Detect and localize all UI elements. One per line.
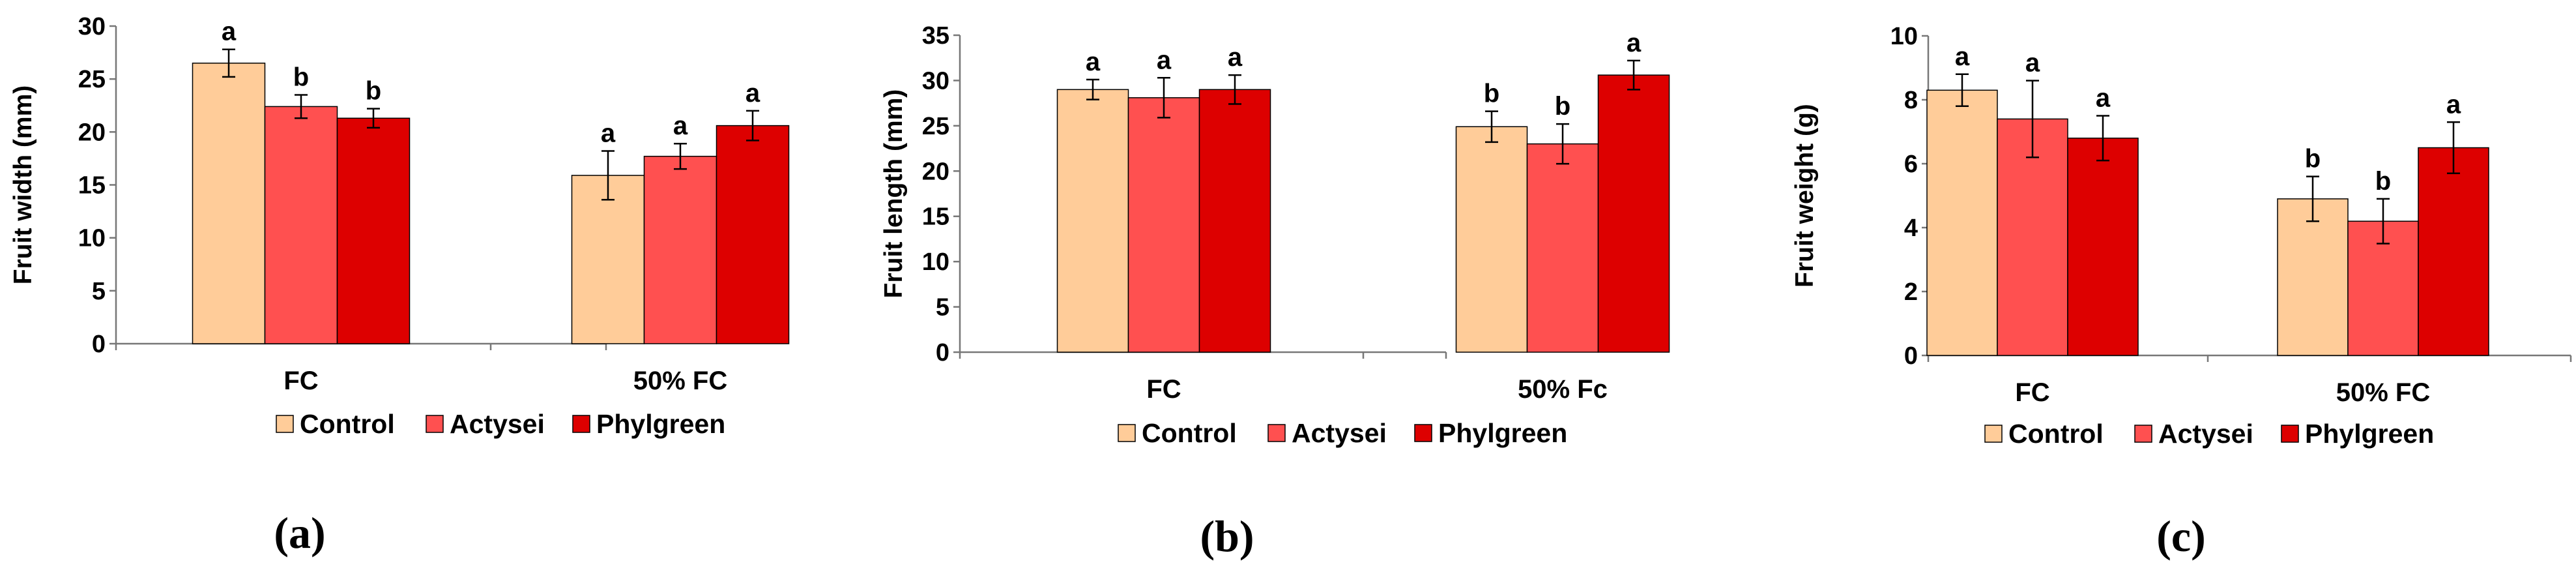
y-tick-label: 10	[78, 225, 106, 252]
significance-letter: b	[1484, 80, 1499, 108]
legend-label-actysei: Actysei	[450, 409, 545, 439]
bar-phylgreen	[2418, 147, 2489, 356]
bar-actysei	[1997, 118, 2068, 356]
y-tick-label: 4	[1904, 215, 1918, 242]
y-tick-label: 8	[1904, 87, 1918, 114]
x-category-label: 50% Fc	[1518, 375, 1608, 404]
legend-swatch-control	[1984, 425, 2003, 443]
y-tick-label: 0	[936, 339, 949, 367]
y-tick-label: 15	[78, 172, 106, 200]
y-tick-label: 2	[1904, 278, 1918, 306]
significance-letter: a	[1086, 48, 1101, 76]
significance-letter: a	[222, 18, 237, 46]
bar-control	[1056, 89, 1129, 353]
significance-letter: a	[2025, 49, 2040, 78]
bar-control	[2277, 198, 2349, 356]
significance-letter: a	[673, 112, 688, 140]
legend-swatch-phylgreen	[2281, 425, 2299, 443]
y-tick-label: 20	[78, 119, 106, 146]
legend-label-actysei: Actysei	[2158, 419, 2253, 449]
y-tick-label: 10	[1890, 23, 1918, 50]
y-tick-label: 30	[78, 13, 106, 40]
legend-label-control: Control	[1142, 418, 1237, 448]
legend-label-phylgreen: Phylgreen	[1438, 418, 1567, 448]
chart-panel-3: 0 2 4 6 8 10 Fruit weight (g) a a a FC b b a 50% FC Con…	[1791, 23, 2572, 561]
significance-letter: a	[1228, 43, 1243, 72]
significance-letter: a	[2446, 90, 2461, 119]
legend-label-control: Control	[300, 409, 395, 439]
legend-swatch-actysei	[1267, 424, 1286, 442]
bar-actysei	[1526, 143, 1599, 353]
bar-control	[1926, 89, 1998, 356]
y-tick-label: 10	[922, 248, 949, 276]
bar-actysei	[264, 106, 338, 344]
y-tick-label: 15	[922, 203, 949, 231]
y-tick-label: 25	[922, 113, 949, 140]
legend: Control Actysei Phylgreen	[276, 409, 725, 439]
significance-letter: a	[1955, 42, 1970, 71]
significance-letter: a	[745, 79, 760, 108]
legend-swatch-actysei	[426, 415, 444, 433]
legend: Control Actysei Phylgreen	[1118, 418, 1567, 448]
x-category-label: FC	[1146, 375, 1181, 404]
y-tick-label: 25	[78, 66, 106, 93]
legend-label-control: Control	[2008, 419, 2104, 449]
y-tick-label: 5	[92, 278, 106, 305]
x-category-label: 50% FC	[633, 367, 728, 395]
y-tick-label: 6	[1904, 151, 1918, 178]
bar-phylgreen	[336, 117, 411, 344]
legend-swatch-control	[276, 415, 294, 433]
bar-phylgreen	[1597, 74, 1670, 353]
legend-label-phylgreen: Phylgreen	[596, 409, 725, 439]
bar-control	[571, 175, 645, 344]
x-category-label: 50% FC	[2336, 378, 2431, 407]
legend-swatch-control	[1118, 424, 1136, 442]
panel-label: (c)	[2156, 511, 2205, 561]
y-tick-label: 0	[1904, 342, 1918, 370]
x-category-label: FC	[283, 367, 318, 395]
significance-letter: a	[1627, 29, 1642, 57]
bar-phylgreen	[716, 125, 790, 344]
y-tick-label: 35	[922, 22, 949, 50]
bar-control	[1455, 126, 1528, 353]
bar-actysei	[643, 155, 717, 344]
chart-panel-2: 0 5 10 15 20 25 30 35 Fruit length (mm) a a a FC b b a 5…	[880, 22, 1670, 561]
panel-label: (a)	[274, 508, 325, 558]
significance-letter: b	[2375, 167, 2391, 196]
bar-phylgreen	[1198, 89, 1271, 353]
y-tick-label: 5	[936, 294, 949, 322]
y-tick-label: 30	[922, 67, 949, 95]
y-axis-label: Fruit width (mm)	[9, 85, 37, 284]
bar-phylgreen	[2067, 138, 2139, 356]
significance-letter: a	[2096, 84, 2111, 113]
legend-swatch-phylgreen	[1414, 424, 1432, 442]
chart-panel-1: 0 5 10 15 20 25 30 Fruit width (mm) a b b FC a a a 50% …	[9, 13, 790, 558]
significance-letter: b	[1555, 92, 1570, 121]
significance-letter: b	[2305, 145, 2321, 173]
legend-label-actysei: Actysei	[1292, 418, 1387, 448]
significance-letter: b	[293, 63, 309, 92]
legend-label-phylgreen: Phylgreen	[2305, 419, 2434, 449]
significance-letter: b	[366, 77, 381, 106]
significance-letter: a	[601, 119, 616, 148]
y-tick-label: 0	[92, 331, 106, 358]
legend-swatch-actysei	[2134, 425, 2152, 443]
significance-letter: a	[1157, 46, 1172, 74]
y-tick-label: 20	[922, 158, 949, 185]
panel-label: (b)	[1200, 511, 1254, 561]
bar-actysei	[1127, 97, 1200, 353]
x-category-label: FC	[2015, 378, 2049, 407]
bar-control	[192, 63, 266, 344]
legend-swatch-phylgreen	[572, 415, 590, 433]
y-axis-label: Fruit weight (g)	[1791, 104, 1819, 288]
y-axis-label: Fruit length (mm)	[880, 89, 908, 299]
legend: Control Actysei Phylgreen	[1984, 419, 2434, 449]
